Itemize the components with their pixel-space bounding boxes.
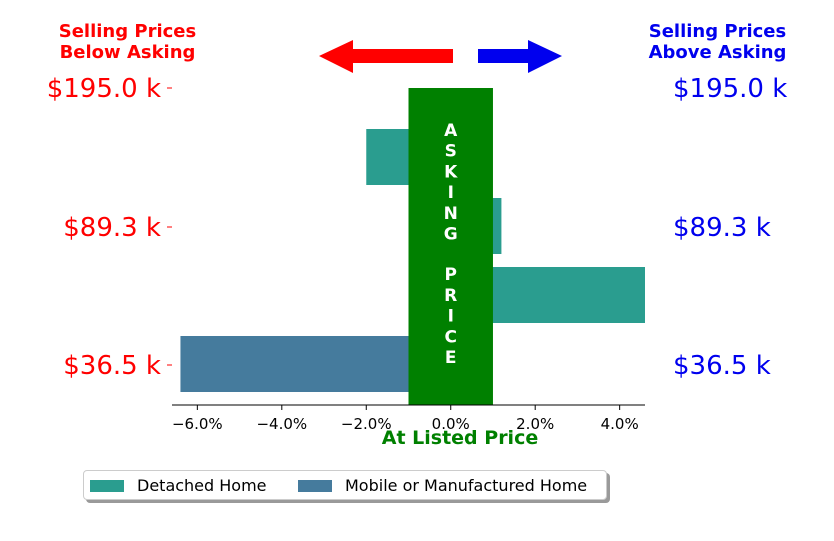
y-tick-label-right: $89.3 k <box>673 213 771 243</box>
asking-label-letter: S <box>445 142 457 162</box>
x-tick-label: −2.0% <box>341 415 392 433</box>
above-asking-title-line2: Above Asking <box>648 42 787 63</box>
legend-label-mobile: Mobile or Manufactured Home <box>345 476 588 495</box>
asking-label-letter: P <box>444 265 456 285</box>
asking-label-letter: I <box>448 307 454 327</box>
x-tick-label: −6.0% <box>172 415 223 433</box>
asking-label-letter: K <box>444 162 458 182</box>
chart-legend: Detached Home Mobile or Manufactured Hom… <box>83 470 607 500</box>
asking-label-letter: A <box>444 121 458 141</box>
asking-label-letter: C <box>444 327 456 347</box>
left-arrow-icon <box>319 40 453 73</box>
legend-label-detached: Detached Home <box>137 476 267 495</box>
y-tick-label-left: $89.3 k <box>63 213 161 243</box>
bar-mobile-2 <box>180 336 451 392</box>
below-asking-title-line1: Selling Prices <box>58 21 197 42</box>
above-asking-title: Selling Prices Above Asking <box>605 21 830 63</box>
x-tick-label: 2.0% <box>516 415 554 433</box>
asking-label-letter: N <box>444 204 458 224</box>
x-tick-label: 4.0% <box>601 415 639 433</box>
x-tick-label: 0.0% <box>432 415 470 433</box>
x-tick-label: −4.0% <box>256 415 307 433</box>
x-axis-label: At Listed Price <box>382 427 538 449</box>
y-tick-label-right: $195.0 k <box>673 74 787 104</box>
y-tick-label-right: $36.5 k <box>673 351 771 381</box>
above-asking-title-line1: Selling Prices <box>648 21 787 42</box>
below-asking-title: Selling Prices Below Asking <box>20 21 235 63</box>
right-arrow-icon <box>478 40 562 73</box>
asking-label-letter: I <box>448 183 454 203</box>
y-tick-label-left: $36.5 k <box>63 351 161 381</box>
below-asking-title-line2: Below Asking <box>59 42 196 63</box>
asking-label-letter: G <box>444 225 458 245</box>
legend-swatch-detached <box>90 480 124 492</box>
asking-price-band <box>408 88 493 405</box>
y-tick-label-left: $195.0 k <box>47 74 161 104</box>
legend-swatch-mobile <box>298 480 332 492</box>
asking-label-letter: R <box>444 286 457 306</box>
asking-label-letter: E <box>445 348 457 368</box>
